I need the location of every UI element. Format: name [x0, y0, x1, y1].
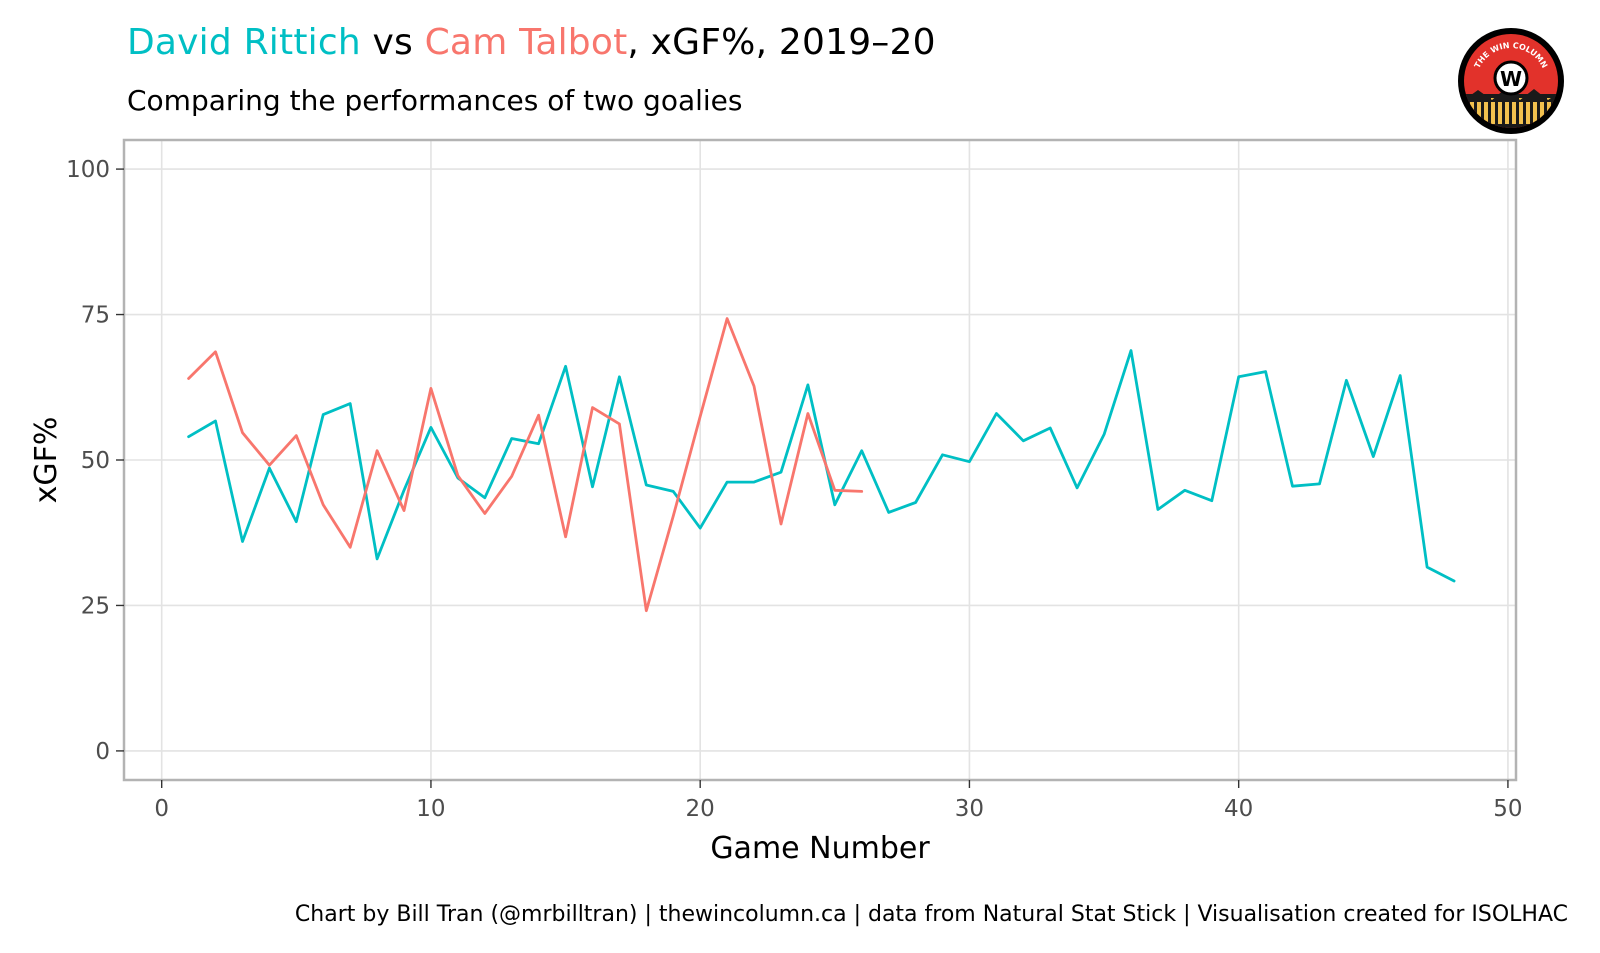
chart-caption: Chart by Bill Tran (@mrbilltran) | thewi… [294, 902, 1568, 927]
x-tick-label: 50 [1493, 796, 1522, 822]
x-axis-title: Game Number [710, 831, 930, 866]
title-vs: vs [360, 22, 425, 63]
chart-title: David Rittich vs Cam Talbot, xGF%, 2019–… [127, 22, 936, 63]
series-line-david-rittich [187, 349, 1456, 583]
series-line-cam-talbot [187, 317, 864, 613]
y-tick-label: 0 [95, 739, 110, 765]
title-rittich: David Rittich [127, 22, 361, 63]
y-axis-title: xGF% [29, 417, 64, 504]
grid-lines [124, 140, 1516, 780]
x-tick-label: 30 [955, 796, 984, 822]
x-tick-label: 40 [1224, 796, 1253, 822]
x-tick-label: 0 [154, 796, 169, 822]
x-tick-label: 10 [416, 796, 445, 822]
axis-ticks: 0 10 20 30 40 50 0 25 50 75 100 [66, 157, 1522, 822]
y-tick-label: 50 [81, 448, 110, 474]
chart-subtitle: Comparing the performances of two goalie… [127, 84, 743, 117]
series-lines [187, 317, 1456, 613]
logo-letter: W [1500, 67, 1522, 91]
the-win-column-logo: THE WIN COLUMN W [1458, 28, 1564, 134]
title-talbot: Cam Talbot [424, 22, 628, 63]
title-rest: , xGF%, 2019–20 [627, 22, 936, 63]
y-tick-label: 100 [66, 157, 110, 183]
x-tick-label: 20 [686, 796, 715, 822]
y-tick-label: 75 [81, 303, 110, 329]
y-tick-label: 25 [81, 593, 110, 619]
